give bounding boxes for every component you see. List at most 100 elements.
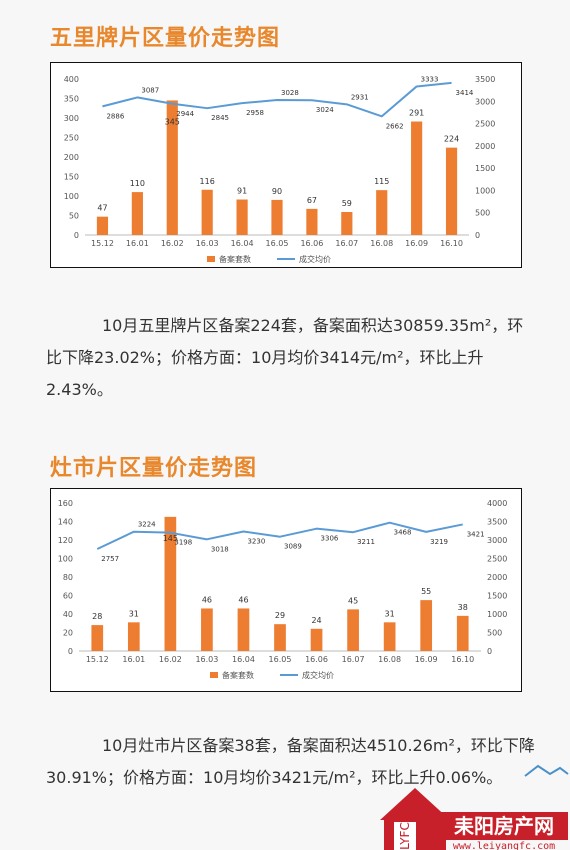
legend-bar-swatch <box>207 256 215 262</box>
right-axis-tick-label: 3500 <box>487 518 507 527</box>
right-axis-tick-label: 3000 <box>487 536 507 545</box>
left-axis-tick-label: 0 <box>68 647 73 656</box>
x-axis-tick-label: 16.05 <box>269 655 292 664</box>
section2-text: 10月灶市片区备案38套，备案面积达4510.26m²，环比下降30.91%；价… <box>46 736 535 787</box>
x-axis-tick-label: 16.07 <box>342 655 365 664</box>
x-axis-tick-label: 16.10 <box>440 239 463 248</box>
x-axis-tick-label: 16.09 <box>405 239 428 248</box>
left-axis-tick-label: 140 <box>58 518 73 527</box>
right-axis-tick-label: 0 <box>475 231 480 240</box>
bar-16.01 <box>131 192 143 235</box>
right-axis-tick-label: 3000 <box>475 97 495 106</box>
bar-16.07 <box>341 211 353 235</box>
legend-bar-swatch <box>210 672 218 678</box>
logo-side-text: LYFC <box>398 822 412 850</box>
bar-value-label: 55 <box>421 587 431 596</box>
bar-value-label: 46 <box>238 595 248 604</box>
bar-value-label: 24 <box>311 616 321 625</box>
bar-16.03 <box>201 608 213 651</box>
bar-value-label: 345 <box>165 117 180 126</box>
line-value-label: 2886 <box>106 112 124 120</box>
line-value-label: 3211 <box>357 538 375 546</box>
x-axis-tick-label: 16.08 <box>370 239 393 248</box>
bar-16.03 <box>201 189 213 235</box>
bar-16.10 <box>456 615 469 651</box>
chart2-svg: 0 20 40 60 80 100 120 140 160 0 500 1000 1500 2000 250… <box>58 499 508 680</box>
bar-16.06 <box>310 628 323 651</box>
bar-16.06 <box>306 208 318 235</box>
x-axis-tick-label: 16.01 <box>122 655 145 664</box>
chart1-card: 0 50 100 150 200 250 300 350 400 0 500 1000 1500 2000… <box>50 62 522 268</box>
left-axis-tick-label: 40 <box>63 610 73 619</box>
line-value-label: 3219 <box>430 538 448 546</box>
section1-paragraph: 10月五里牌片区备案224套，备案面积达30859.35m²，环比下降23.02… <box>46 310 536 406</box>
right-axis-tick-label: 1500 <box>487 592 507 601</box>
x-axis-tick-label: 16.05 <box>266 239 289 248</box>
legend-bar-label: 备案套数 <box>219 254 251 264</box>
left-axis-tick-label: 400 <box>64 75 79 84</box>
line-value-label: 3024 <box>316 106 334 114</box>
left-axis-tick-label: 150 <box>64 173 79 182</box>
bar-16.08 <box>383 622 396 651</box>
x-axis-tick-label: 16.06 <box>300 239 323 248</box>
bar-16.05 <box>271 199 283 235</box>
bar-16.04 <box>237 608 250 651</box>
line-value-label: 3421 <box>467 530 485 538</box>
line-value-label: 3333 <box>421 75 439 83</box>
line-value-label: 3018 <box>211 545 229 553</box>
section1-text: 10月五里牌片区备案224套，备案面积达30859.35m²，环比下降23.02… <box>46 316 524 399</box>
x-axis-tick-label: 16.10 <box>451 655 474 664</box>
x-axis-tick-label: 15.12 <box>91 239 114 248</box>
chart1-svg: 0 50 100 150 200 250 300 350 400 0 500 1000 1500 2000… <box>64 75 496 264</box>
bar-value-label: 31 <box>129 609 139 618</box>
line-value-label: 3414 <box>456 89 474 97</box>
line-value-label: 3028 <box>281 89 299 97</box>
x-axis-tick-label: 16.02 <box>159 655 182 664</box>
bar-15.12 <box>91 625 104 651</box>
left-axis-tick-label: 200 <box>64 153 79 162</box>
right-axis-tick-label: 3500 <box>475 75 495 84</box>
left-axis-tick-label: 60 <box>63 592 73 601</box>
line-value-label: 2757 <box>101 555 119 563</box>
bar-16.02 <box>166 100 178 235</box>
left-axis-tick-label: 80 <box>63 573 73 582</box>
bar-value-label: 28 <box>92 612 102 621</box>
line-value-label: 2944 <box>176 110 194 118</box>
price-line <box>102 81 452 118</box>
site-logo: LYFC 耒阳房产网 www.leiyangfc.com <box>380 764 569 850</box>
bar-16.01 <box>127 622 140 651</box>
bar-value-label: 59 <box>342 199 352 208</box>
bar-value-label: 29 <box>275 611 285 620</box>
price-line <box>96 521 463 550</box>
line-value-label: 2845 <box>211 114 229 122</box>
x-axis-tick-label: 16.07 <box>335 239 358 248</box>
bar-16.09 <box>411 121 423 235</box>
x-axis-tick-label: 16.08 <box>378 655 401 664</box>
bar-16.07 <box>347 609 359 651</box>
bar-value-label: 116 <box>200 177 215 186</box>
x-axis-tick-label: 16.04 <box>232 655 255 664</box>
roof-icon <box>524 764 569 777</box>
bar-value-label: 115 <box>374 177 389 186</box>
line-value-label: 3089 <box>284 543 302 551</box>
x-axis-tick-label: 15.12 <box>86 655 109 664</box>
right-axis-tick-label: 0 <box>487 647 492 656</box>
left-axis-tick-label: 100 <box>64 192 79 201</box>
bar-value-label: 45 <box>348 596 358 605</box>
x-axis-tick-label: 16.02 <box>161 239 184 248</box>
line-value-label: 3087 <box>141 86 159 94</box>
left-axis-tick-label: 50 <box>69 212 79 221</box>
line-value-label: 3468 <box>394 529 412 537</box>
bar-value-label: 47 <box>97 204 107 213</box>
legend-line-label: 成交均价 <box>299 254 331 264</box>
x-axis-tick-label: 16.09 <box>415 655 438 664</box>
x-axis-tick-label: 16.03 <box>196 239 219 248</box>
right-axis-tick-label: 2000 <box>475 142 495 151</box>
left-axis-tick-label: 20 <box>63 629 73 638</box>
bar-16.04 <box>236 199 248 235</box>
bar-16.05 <box>274 624 286 651</box>
bar-16.09 <box>420 600 433 651</box>
right-axis-tick-label: 500 <box>487 629 502 638</box>
house-icon <box>380 788 450 820</box>
line-value-label: 3230 <box>247 537 265 545</box>
